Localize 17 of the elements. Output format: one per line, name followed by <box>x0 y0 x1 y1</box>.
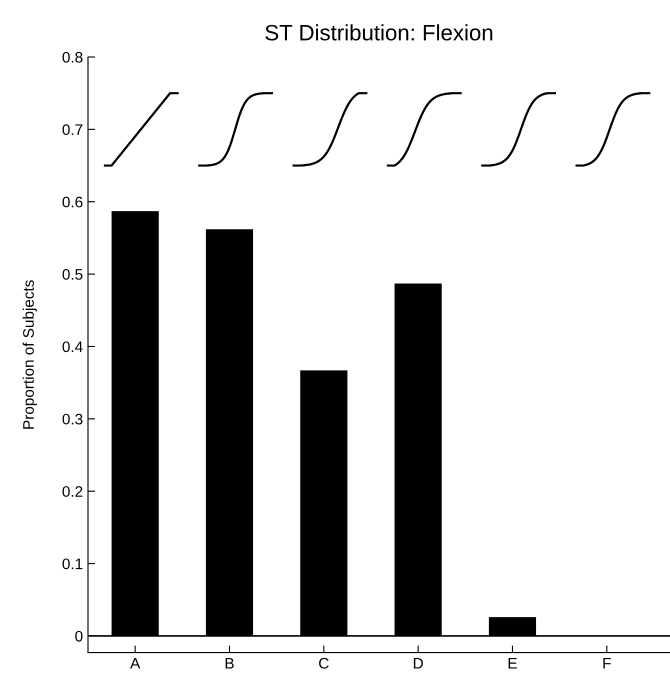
y-tick-label: 0.5 <box>62 268 82 280</box>
x-tick-label: D <box>414 658 423 669</box>
x-tick-label: A <box>130 658 140 669</box>
y-tick-label: 0.3 <box>62 414 82 425</box>
x-tick-label: E <box>508 658 517 669</box>
y-tick-label: 0.6 <box>62 196 82 208</box>
x-tick-label: C <box>319 658 329 669</box>
y-axis-title: Proportion of Subjects <box>22 280 37 429</box>
y-tick-label: 0.1 <box>62 558 82 570</box>
y-tick-label: 0.8 <box>62 52 82 63</box>
y-tick-label: 0.4 <box>62 341 83 352</box>
x-tick-label: F <box>603 658 611 669</box>
chart-title: ST Distribution: Flexion <box>265 24 492 41</box>
y-tick-label: 0 <box>75 630 83 642</box>
x-tick-label: B <box>226 658 234 669</box>
y-tick-label: 0.7 <box>62 124 82 136</box>
y-tick-label: 0.2 <box>62 486 82 497</box>
